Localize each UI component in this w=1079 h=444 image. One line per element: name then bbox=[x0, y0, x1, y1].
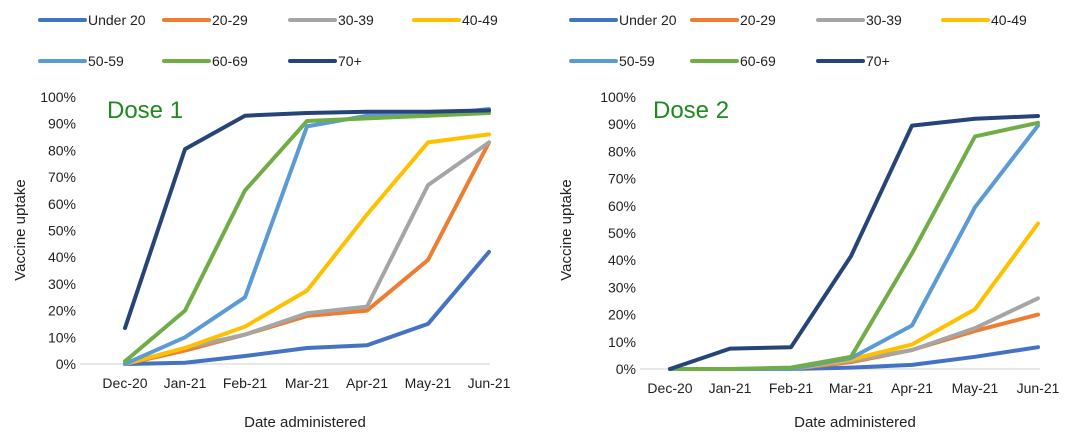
x-axis-title: Date administered bbox=[244, 414, 366, 431]
y-tick-label: 0% bbox=[616, 361, 636, 377]
chart-panel-1: 0% 10% 20% 30% 40% 50% 60% 70% 80% 90% 100% Dec-20 J… bbox=[12, 12, 511, 431]
legend-label: 40-49 bbox=[991, 12, 1027, 28]
chart-title: Dose 2 bbox=[653, 97, 729, 124]
series-line-under-20 bbox=[123, 249, 491, 366]
legend-item: 50-59 bbox=[38, 53, 124, 69]
x-tick-label: Jun-21 bbox=[468, 375, 511, 391]
legend-label: 20-29 bbox=[740, 12, 776, 28]
y-tick-label: 30% bbox=[48, 276, 76, 292]
legend-item: 70+ bbox=[816, 53, 890, 69]
chart-title: Dose 1 bbox=[107, 97, 183, 124]
series-line-70- bbox=[668, 114, 1040, 371]
legend-label: Under 20 bbox=[619, 12, 677, 28]
x-tick-label: Apr-21 bbox=[891, 380, 933, 396]
series-line-70- bbox=[123, 108, 491, 330]
legend: Under 20 20-29 30-39 40-49 50-59 60-69 70+ bbox=[38, 12, 498, 69]
legend: Under 20 20-29 30-39 40-49 50-59 60-69 70+ bbox=[569, 12, 1027, 69]
legend-label: 30-39 bbox=[338, 12, 374, 28]
legend-label: 60-69 bbox=[212, 53, 248, 69]
legend-label: 70+ bbox=[866, 53, 890, 69]
y-tick-label: 100% bbox=[600, 89, 636, 105]
legend-item: 20-29 bbox=[690, 12, 776, 28]
x-tick-label: Jun-21 bbox=[1017, 380, 1060, 396]
x-tick-label: May-21 bbox=[405, 375, 452, 391]
series-line-60-69 bbox=[123, 111, 491, 364]
series-line-60-69 bbox=[668, 120, 1040, 371]
x-tick-label: Dec-20 bbox=[102, 375, 147, 391]
legend-item: 30-39 bbox=[816, 12, 902, 28]
x-tick-label: Mar-21 bbox=[285, 375, 330, 391]
y-tick-label: 30% bbox=[608, 279, 636, 295]
legend-label: 50-59 bbox=[88, 53, 124, 69]
y-tick-label: 50% bbox=[608, 225, 636, 241]
x-tick-label: Jan-21 bbox=[709, 380, 752, 396]
legend-label: 60-69 bbox=[740, 53, 776, 69]
x-tick-label: Feb-21 bbox=[769, 380, 814, 396]
y-tick-label: 70% bbox=[48, 169, 76, 185]
series-line-50-59 bbox=[123, 107, 491, 366]
x-tick-label: Apr-21 bbox=[346, 375, 388, 391]
legend-item: 30-39 bbox=[288, 12, 374, 28]
legend-label: 70+ bbox=[338, 53, 362, 69]
legend-item: 20-29 bbox=[162, 12, 248, 28]
legend-item: 70+ bbox=[288, 53, 362, 69]
series-line-40-49 bbox=[123, 132, 491, 366]
chart-panel-2: 0% 10% 20% 30% 40% 50% 60% 70% 80% 90% 100% Dec-20 J… bbox=[558, 12, 1060, 431]
legend-label: Under 20 bbox=[88, 12, 146, 28]
legend-item: Under 20 bbox=[38, 12, 146, 28]
x-tick-label: May-21 bbox=[952, 380, 999, 396]
legend-label: 50-59 bbox=[619, 53, 655, 69]
y-tick-label: 50% bbox=[48, 223, 76, 239]
x-tick-label: Mar-21 bbox=[829, 380, 874, 396]
legend-label: 20-29 bbox=[212, 12, 248, 28]
y-tick-label: 20% bbox=[48, 303, 76, 319]
y-tick-label: 40% bbox=[608, 252, 636, 268]
y-tick-label: 60% bbox=[48, 196, 76, 212]
y-axis-title: Vaccine uptake bbox=[12, 179, 29, 280]
y-tick-label: 80% bbox=[48, 142, 76, 158]
x-tick-label: Jan-21 bbox=[164, 375, 207, 391]
y-tick-label: 40% bbox=[48, 249, 76, 265]
x-axis-title: Date administered bbox=[794, 414, 916, 431]
y-tick-label: 10% bbox=[608, 334, 636, 350]
y-tick-label: 0% bbox=[56, 356, 76, 372]
legend-item: Under 20 bbox=[569, 12, 677, 28]
legend-item: 60-69 bbox=[690, 53, 776, 69]
legend-item: 50-59 bbox=[569, 53, 655, 69]
y-tick-label: 80% bbox=[608, 143, 636, 159]
legend-item: 60-69 bbox=[162, 53, 248, 69]
legend-label: 40-49 bbox=[462, 12, 498, 28]
y-tick-label: 10% bbox=[48, 329, 76, 345]
y-tick-label: 90% bbox=[608, 116, 636, 132]
x-tick-label: Feb-21 bbox=[223, 375, 268, 391]
series-line-30-39 bbox=[123, 140, 491, 366]
x-tick-label: Dec-20 bbox=[647, 380, 692, 396]
y-tick-label: 90% bbox=[48, 116, 76, 132]
y-tick-label: 70% bbox=[608, 171, 636, 187]
y-axis-title: Vaccine uptake bbox=[558, 179, 575, 280]
legend-item: 40-49 bbox=[412, 12, 498, 28]
series-line-20-29 bbox=[123, 140, 491, 366]
legend-item: 40-49 bbox=[941, 12, 1027, 28]
y-tick-label: 60% bbox=[608, 198, 636, 214]
y-tick-label: 100% bbox=[40, 89, 76, 105]
y-tick-label: 20% bbox=[608, 307, 636, 323]
legend-label: 30-39 bbox=[866, 12, 902, 28]
